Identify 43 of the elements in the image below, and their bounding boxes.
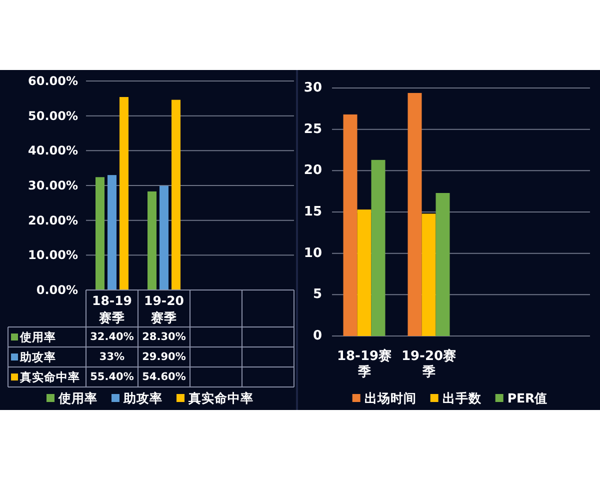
bar <box>108 175 116 290</box>
x-tick-label: 18-19赛季 <box>336 348 392 380</box>
bar <box>343 114 358 336</box>
data-label: 28.30% <box>142 331 186 343</box>
legend-label: 助攻率 <box>19 350 56 364</box>
bar <box>408 92 422 336</box>
y-tick-label: 25 <box>304 122 322 137</box>
legend: 使用率 助攻率 真实命中率 <box>46 390 254 406</box>
legend-label: 真实命中率 <box>19 370 80 384</box>
bar <box>172 100 180 290</box>
bar <box>160 186 168 290</box>
data-label: 54.60% <box>142 371 186 383</box>
bar <box>120 97 128 290</box>
data-label: 55.40% <box>90 371 134 383</box>
legend-label: PER值 <box>507 390 548 406</box>
bar <box>96 177 104 290</box>
y-tick-label: 20.00% <box>28 213 78 228</box>
y-tick-label: 60.00% <box>28 74 78 88</box>
y-tick-label: 10 <box>304 246 322 261</box>
x-tick-label: 19-20赛季 <box>144 292 184 324</box>
data-label: 32.40% <box>90 331 134 343</box>
bar <box>371 160 386 336</box>
x-tick-label: 18-19赛季 <box>92 292 132 324</box>
legend-label: 使用率 <box>19 330 56 344</box>
bar <box>422 214 436 336</box>
y-tick-label: 10.00% <box>28 248 78 262</box>
y-tick-label: 50.00% <box>28 108 78 123</box>
legend-label: 出手数 <box>442 390 482 406</box>
y-tick-label: 20 <box>304 163 322 178</box>
data-label: 33% <box>99 351 126 363</box>
y-tick-label: 15 <box>304 204 322 220</box>
y-tick-label: 40.00% <box>28 144 78 158</box>
y-tick-label: 0 <box>312 328 322 344</box>
bar <box>148 191 156 290</box>
y-tick-label: 30.00% <box>28 178 78 192</box>
y-tick-label: 0.00% <box>36 283 78 297</box>
data-label: 29.90% <box>142 351 186 363</box>
bar <box>357 210 372 336</box>
y-tick-label: 5 <box>312 287 322 302</box>
legend-label: 出场时间 <box>364 390 416 406</box>
y-tick-label: 30 <box>304 80 322 96</box>
bar <box>436 192 450 336</box>
x-tick-label: 19-20赛季 <box>401 348 456 380</box>
